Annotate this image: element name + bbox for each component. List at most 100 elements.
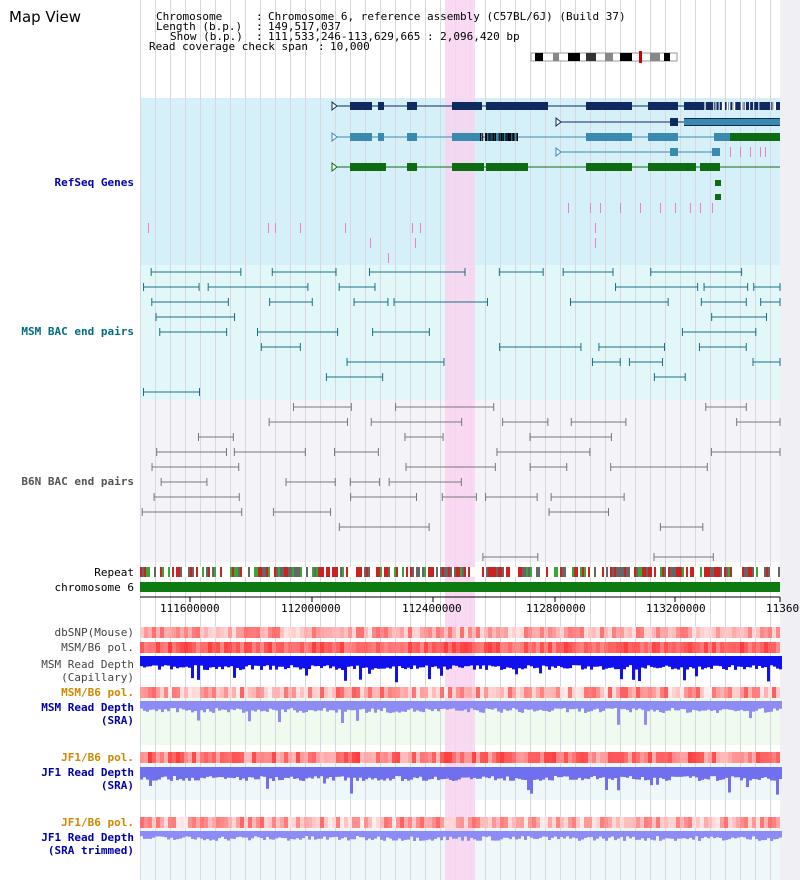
heat-cell bbox=[320, 642, 324, 653]
heat-cell bbox=[232, 642, 236, 653]
track-label-jf1-depth-trim-2: (SRA trimmed) bbox=[47, 844, 134, 857]
depth-bar bbox=[167, 656, 170, 666]
heat-cell bbox=[676, 642, 680, 653]
depth-bar bbox=[446, 767, 449, 779]
track-label-msm-bac[interactable]: MSM BAC end pairs bbox=[21, 325, 134, 338]
depth-bar bbox=[251, 656, 254, 670]
heat-cell bbox=[768, 752, 772, 763]
depth-bar bbox=[200, 831, 203, 839]
track-label-b6n-bac[interactable]: B6N BAC end pairs bbox=[21, 475, 134, 488]
repeat-segment bbox=[406, 567, 408, 577]
exon-tick bbox=[491, 133, 493, 141]
gene-exon bbox=[350, 102, 372, 110]
depth-bar bbox=[644, 767, 647, 781]
heat-cell bbox=[684, 687, 688, 698]
depth-bar bbox=[242, 831, 245, 838]
heat-cell bbox=[536, 752, 540, 763]
depth-bar bbox=[590, 767, 593, 778]
heat-cell bbox=[752, 627, 756, 638]
heat-cell bbox=[472, 642, 476, 653]
depth-bar bbox=[260, 831, 263, 839]
heat-cell bbox=[680, 752, 684, 763]
depth-bar bbox=[383, 656, 386, 669]
heat-cell bbox=[656, 642, 660, 653]
repeat-segment bbox=[326, 567, 328, 577]
gene-exon bbox=[712, 148, 720, 156]
depth-bar bbox=[356, 767, 359, 781]
depth-bar bbox=[662, 656, 665, 667]
repeat-segment bbox=[320, 567, 322, 577]
depth-bar bbox=[236, 701, 239, 709]
heat-cell bbox=[444, 817, 448, 828]
depth-bar bbox=[485, 831, 488, 838]
heat-cell bbox=[388, 817, 392, 828]
depth-bar bbox=[449, 767, 452, 780]
depth-bar bbox=[341, 656, 344, 670]
heat-cell bbox=[388, 687, 392, 698]
heat-cell bbox=[156, 687, 160, 698]
depth-bar bbox=[533, 767, 536, 780]
heat-cell bbox=[240, 817, 244, 828]
heat-cell bbox=[668, 687, 672, 698]
heat-cell bbox=[312, 642, 316, 653]
heat-cell bbox=[716, 752, 720, 763]
heat-cell bbox=[476, 817, 480, 828]
heat-cell bbox=[748, 817, 752, 828]
heat-cell bbox=[220, 817, 224, 828]
depth-bar bbox=[608, 656, 611, 668]
depth-bar bbox=[515, 767, 518, 779]
repeat-segment bbox=[652, 567, 654, 577]
heat-cell bbox=[512, 752, 516, 763]
repeat-segment bbox=[330, 567, 332, 577]
repeat-segment bbox=[402, 567, 404, 577]
depth-bar bbox=[167, 767, 170, 780]
exon-tick bbox=[512, 133, 514, 141]
depth-bar bbox=[437, 767, 440, 781]
repeat-segment bbox=[670, 567, 672, 577]
depth-bar bbox=[686, 701, 689, 713]
depth-bar bbox=[767, 767, 770, 779]
depth-bar bbox=[776, 656, 779, 669]
depth-bar bbox=[557, 767, 560, 778]
depth-bar bbox=[230, 831, 233, 839]
heat-cell bbox=[388, 627, 392, 638]
heat-cell bbox=[200, 627, 204, 638]
heat-cell bbox=[736, 642, 740, 653]
repeat-segment bbox=[204, 567, 206, 577]
heat-cell bbox=[404, 817, 408, 828]
heat-cell bbox=[532, 752, 536, 763]
depth-bar bbox=[341, 767, 344, 777]
depth-bar bbox=[482, 656, 485, 666]
exon-tick bbox=[713, 102, 715, 110]
gene-exon bbox=[648, 163, 696, 171]
depth-bar bbox=[551, 701, 554, 711]
heat-cell bbox=[692, 752, 696, 763]
track-label-refseq[interactable]: RefSeq Genes bbox=[54, 176, 134, 189]
depth-bar bbox=[233, 831, 236, 839]
heat-cell bbox=[672, 627, 676, 638]
heat-cell bbox=[624, 642, 628, 653]
depth-bar bbox=[644, 701, 647, 725]
pink-marker bbox=[595, 223, 596, 233]
repeat-segment bbox=[272, 567, 274, 577]
heat-cell bbox=[616, 752, 620, 763]
depth-bar bbox=[593, 656, 596, 667]
length-value: 149,517,037 bbox=[268, 20, 341, 33]
heat-cell bbox=[352, 817, 356, 828]
depth-bar bbox=[485, 767, 488, 778]
repeat-segment bbox=[654, 567, 656, 577]
depth-bar bbox=[392, 701, 395, 713]
depth-bar bbox=[704, 767, 707, 779]
depth-bar bbox=[731, 767, 734, 777]
heat-cell bbox=[300, 627, 304, 638]
heat-cell bbox=[348, 817, 352, 828]
heat-cell bbox=[164, 817, 168, 828]
repeat-segment bbox=[308, 567, 310, 577]
depth-bar bbox=[179, 831, 182, 839]
heat-cell bbox=[484, 817, 488, 828]
heat-cell bbox=[632, 817, 636, 828]
axis-tick-label: 112400000 bbox=[402, 602, 462, 615]
repeat-segment bbox=[514, 567, 516, 577]
heat-cell bbox=[568, 642, 572, 653]
